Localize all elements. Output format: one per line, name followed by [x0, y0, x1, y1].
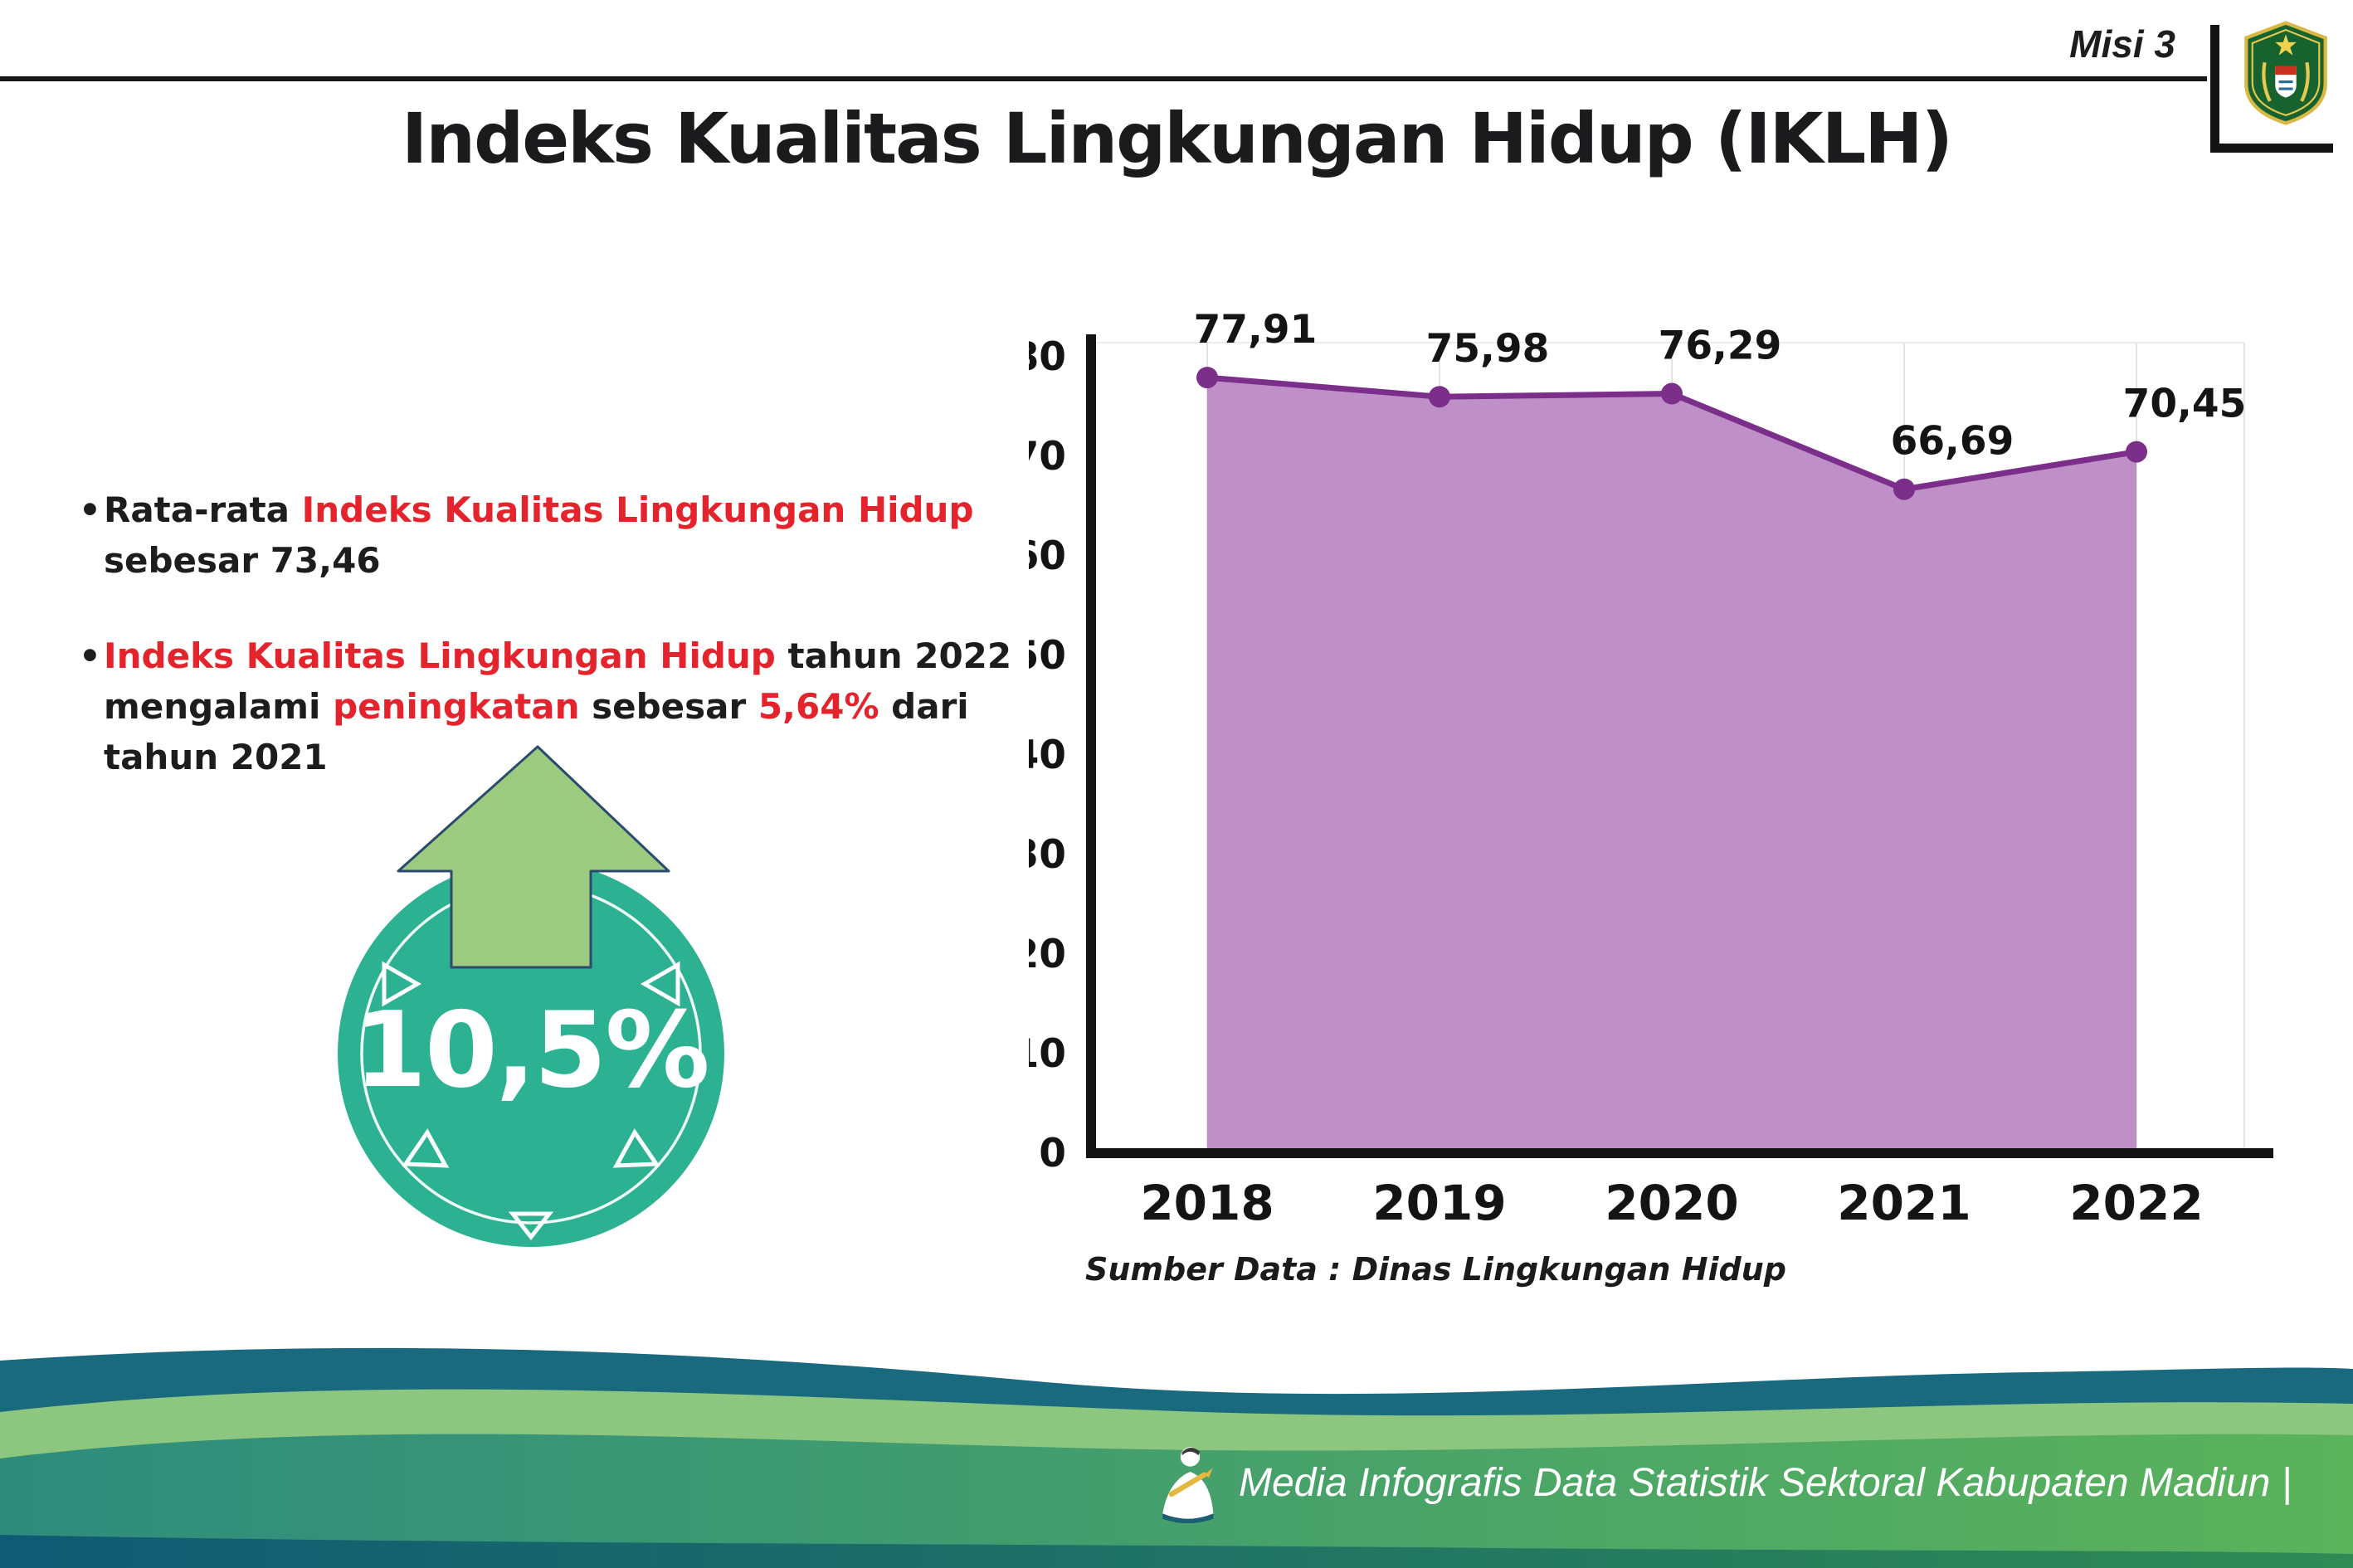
triangle-decoration: [612, 1128, 660, 1168]
up-arrow-icon: [397, 745, 670, 969]
y-tick-label: 0: [1039, 1131, 1066, 1176]
bullet-line: sebesar 73,46: [104, 540, 381, 581]
data-point: [2126, 441, 2147, 463]
y-tick-label: 70: [1029, 434, 1066, 480]
bullet-average-iklh: • Rata-rata Indeks Kualitas Lingkungan H…: [79, 485, 1011, 587]
x-tick-label: 2022: [2069, 1175, 2203, 1231]
triangle-decoration: [382, 961, 422, 1007]
data-source: Sumber Data : Dinas Lingkungan Hidup: [1085, 1251, 1786, 1288]
header-rule: [0, 76, 2207, 81]
iklh-area-chart: 77,91 75,98 76,29 66,69 70,45 0 10 20 30 40 50 60 70…: [1012, 295, 2298, 1282]
x-tick-label: 2018: [1140, 1175, 1274, 1231]
bullet-line: Indeks Kualitas Lingkungan Hidup tahun 2…: [104, 635, 1011, 676]
point-label: 76,29: [1659, 324, 1782, 369]
point-label: 66,69: [1891, 419, 2014, 465]
text-segment: sebesar: [579, 685, 758, 727]
bullet-marker: •: [79, 489, 101, 530]
footer-text: Media Infografis Data Statistik Sektoral…: [1239, 1461, 2292, 1505]
bullet-marker: •: [79, 635, 101, 676]
bullet-increase-2022: • Indeks Kualitas Lingkungan Hidup tahun…: [79, 631, 1011, 783]
accent-text: 5,64%: [758, 685, 879, 727]
kabupaten-madiun-logo: [2244, 21, 2327, 125]
data-point: [1661, 382, 1683, 405]
area-chart-svg: 77,91 75,98 76,29 66,69 70,45 0 10 20 30 40 50 60 70…: [1012, 307, 2273, 1231]
misi-label: Misi 3: [2069, 22, 2175, 66]
accent-text: Indeks Kualitas Lingkungan Hidup: [104, 635, 776, 676]
text-segment: mengalami: [104, 685, 334, 727]
y-axis: [1086, 334, 1096, 1158]
footer: Media Infografis Data Statistik Sektoral…: [1149, 1442, 2292, 1524]
point-label: 70,45: [2123, 382, 2247, 427]
triangle-decoration: [402, 1128, 450, 1168]
x-tick-label: 2019: [1372, 1175, 1506, 1231]
accent-text: peningkatan: [333, 685, 580, 727]
x-axis: [1086, 1148, 2273, 1158]
point-label: 77,91: [1194, 307, 1318, 353]
writer-icon: [1162, 1447, 1214, 1524]
text-segment: tahun 2022: [775, 635, 1012, 676]
text-segment: sebesar 73,46: [104, 539, 381, 581]
accent-text: Indeks Kualitas Lingkungan Hidup: [301, 489, 974, 530]
y-tick-label: 30: [1029, 832, 1066, 878]
data-point: [1429, 386, 1450, 408]
bullet-line: Rata-rata Indeks Kualitas Lingkungan Hid…: [104, 489, 974, 530]
data-point: [1893, 478, 1915, 500]
y-tick-label: 40: [1029, 733, 1066, 778]
wave-base-strip: [0, 1535, 2353, 1568]
y-tick-label: 20: [1029, 932, 1066, 977]
x-tick-label: 2020: [1605, 1175, 1738, 1231]
area-fill: [1207, 377, 2136, 1153]
y-tick-label: 10: [1029, 1031, 1066, 1077]
bullet-line: tahun 2021: [104, 737, 328, 777]
data-point: [1196, 367, 1218, 389]
triangle-decoration: [640, 961, 680, 1007]
logo-bracket: [2210, 21, 2333, 153]
badge-circle: [338, 860, 724, 1247]
point-label: 75,98: [1426, 326, 1550, 372]
y-tick-label: 60: [1029, 533, 1066, 579]
text-segment: tahun 2021: [104, 736, 328, 777]
increase-percentage: 10,5%: [353, 989, 709, 1111]
key-points: • Rata-rata Indeks Kualitas Lingkungan H…: [79, 485, 1011, 827]
y-tick-label: 50: [1029, 633, 1066, 679]
triangle-decoration: [508, 1211, 554, 1241]
bullet-line: mengalami peningkatan sebesar 5,64% dari: [104, 686, 969, 727]
x-tick-label: 2021: [1837, 1175, 1971, 1231]
text-segment: Rata-rata: [104, 489, 302, 530]
text-segment: dari: [879, 685, 969, 727]
page-title: Indeks Kualitas Lingkungan Hidup (IKLH): [402, 98, 1953, 179]
y-tick-label: 80: [1029, 334, 1066, 380]
